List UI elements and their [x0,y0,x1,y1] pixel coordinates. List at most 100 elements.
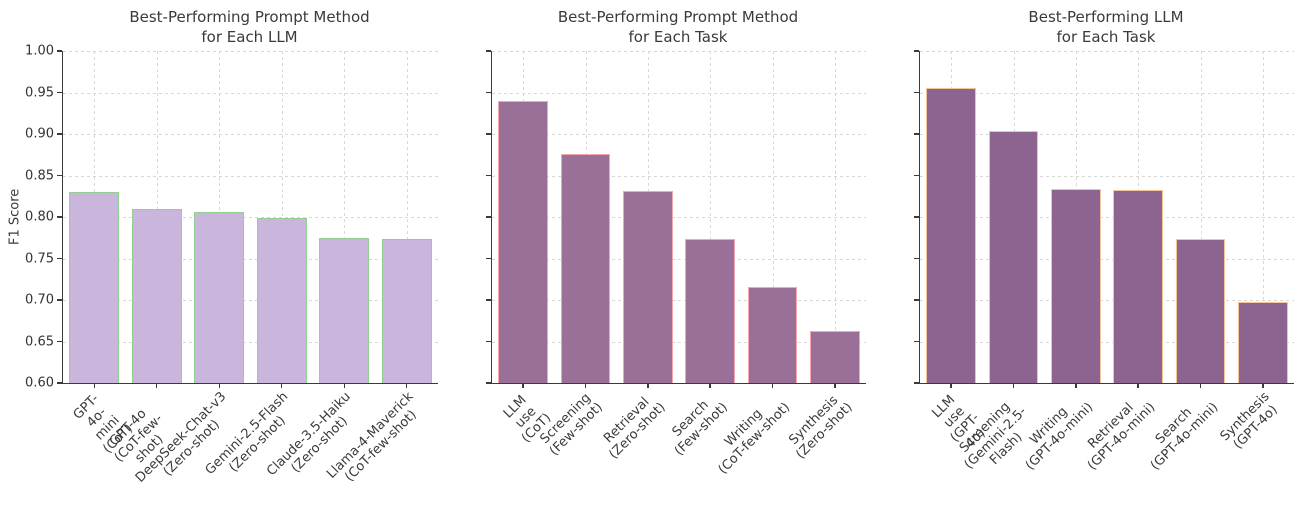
y-tick-mark [56,382,62,384]
vertical-gridline [281,51,283,383]
y-tick-label: 1.00 [25,43,54,59]
y-tick-mark [56,340,62,343]
horizontal-gridline [492,134,866,135]
horizontal-gridline [492,175,866,177]
y-tick-mark [913,91,919,94]
horizontal-gridline [63,217,438,218]
x-tick-mark [281,383,283,388]
horizontal-gridline [63,300,438,301]
x-tick-mark [93,383,95,388]
bar [69,192,120,383]
x-tick-label: Retrieval (Zero-shot) [600,394,669,463]
vertical-gridline [834,51,836,383]
x-tick-label: Synthesis (GPT-4o) [1217,389,1281,453]
x-tick-mark [1262,383,1264,388]
x-tick-mark [218,383,220,388]
bar [498,100,549,383]
x-tick-mark [1199,383,1202,388]
y-tick-mark [485,382,491,384]
bar [1237,302,1288,383]
y-tick-mark [56,91,62,94]
x-tick-mark [1075,383,1077,388]
x-tick-mark [156,383,158,388]
horizontal-gridline [492,217,866,218]
horizontal-gridline [492,258,866,260]
vertical-gridline [772,51,774,383]
horizontal-gridline [63,134,438,135]
y-tick-mark [56,257,62,260]
x-tick-mark [647,383,649,388]
horizontal-gridline [492,51,866,52]
x-tick-mark [1012,383,1015,388]
x-tick-mark [709,383,711,388]
vertical-gridline [1262,51,1264,383]
horizontal-gridline [63,51,438,52]
x-tick-mark [1137,383,1139,388]
bar [560,153,611,383]
y-tick-mark [56,299,62,301]
x-tick-mark [771,383,774,388]
y-tick-mark [485,340,491,343]
horizontal-gridline [920,300,1294,301]
bar [622,191,673,383]
x-tick-mark [834,383,836,388]
y-tick-label: 0.85 [25,168,54,183]
y-tick-mark [485,257,491,260]
chart-3-title: Best-Performing LLM for Each Task [1028,8,1184,47]
horizontal-gridline [63,341,438,343]
x-tick-mark [950,383,952,388]
y-tick-mark [913,299,919,301]
horizontal-gridline [920,258,1294,260]
horizontal-gridline [63,92,438,94]
bar [926,87,977,383]
x-tick-label: Screening (Few-shot) [537,390,606,459]
vertical-gridline [710,51,712,383]
y-tick-mark [913,382,919,384]
y-tick-label: 0.60 [25,375,54,391]
chart-3-plot-area-llm-per-task: LLM use (GPT-4o) Screening (Gemini-2.5-Fl… [913,50,1294,473]
chart-1-plot-area-prompt-method-per-llm: 0.60 0.65 0.70 0.75 0.80 0.85 0.90 0.95 1.00 GPT-… [25,44,438,486]
y-tick-mark [56,174,62,177]
x-tick-mark [343,383,345,388]
horizontal-gridline [492,92,866,94]
horizontal-gridline [920,217,1294,218]
vertical-gridline [406,51,408,383]
y-tick-label: 0.75 [25,251,54,266]
horizontal-gridline [492,300,866,301]
bar [1113,189,1164,383]
horizontal-gridline [920,341,1294,343]
horizontal-gridline [492,341,866,343]
y-tick-mark [913,340,919,343]
horizontal-gridline [920,92,1294,94]
bar [319,237,370,383]
bar [685,238,736,383]
chart-2-title: Best-Performing Prompt Method for Each T… [557,8,799,47]
y-tick-mark [913,50,919,52]
bar [747,286,798,383]
y-tick-label: 0.70 [25,292,54,308]
bar [131,208,182,383]
chart-1-title: Best-Performing Prompt Method for Each L… [129,8,370,47]
bar [1175,238,1226,383]
y-tick-mark [56,133,62,135]
bar [256,217,307,383]
y-tick-mark [485,50,491,52]
horizontal-gridline [920,51,1294,52]
y-tick-mark [913,216,919,218]
horizontal-gridline [920,134,1294,135]
y-tick-mark [913,133,919,135]
y-tick-mark [485,133,491,135]
y-tick-mark [56,216,62,218]
y-tick-label: 0.90 [25,126,54,142]
x-tick-mark [584,383,587,388]
y-tick-mark [913,257,919,260]
y-tick-mark [56,50,62,52]
bar [809,330,860,383]
vertical-gridline [344,51,346,383]
bar [988,130,1039,383]
horizontal-gridline [920,175,1294,177]
y-tick-mark [485,91,491,94]
vertical-gridline [1200,51,1202,383]
x-tick-label: Synthesis (Zero-shot) [786,392,856,463]
